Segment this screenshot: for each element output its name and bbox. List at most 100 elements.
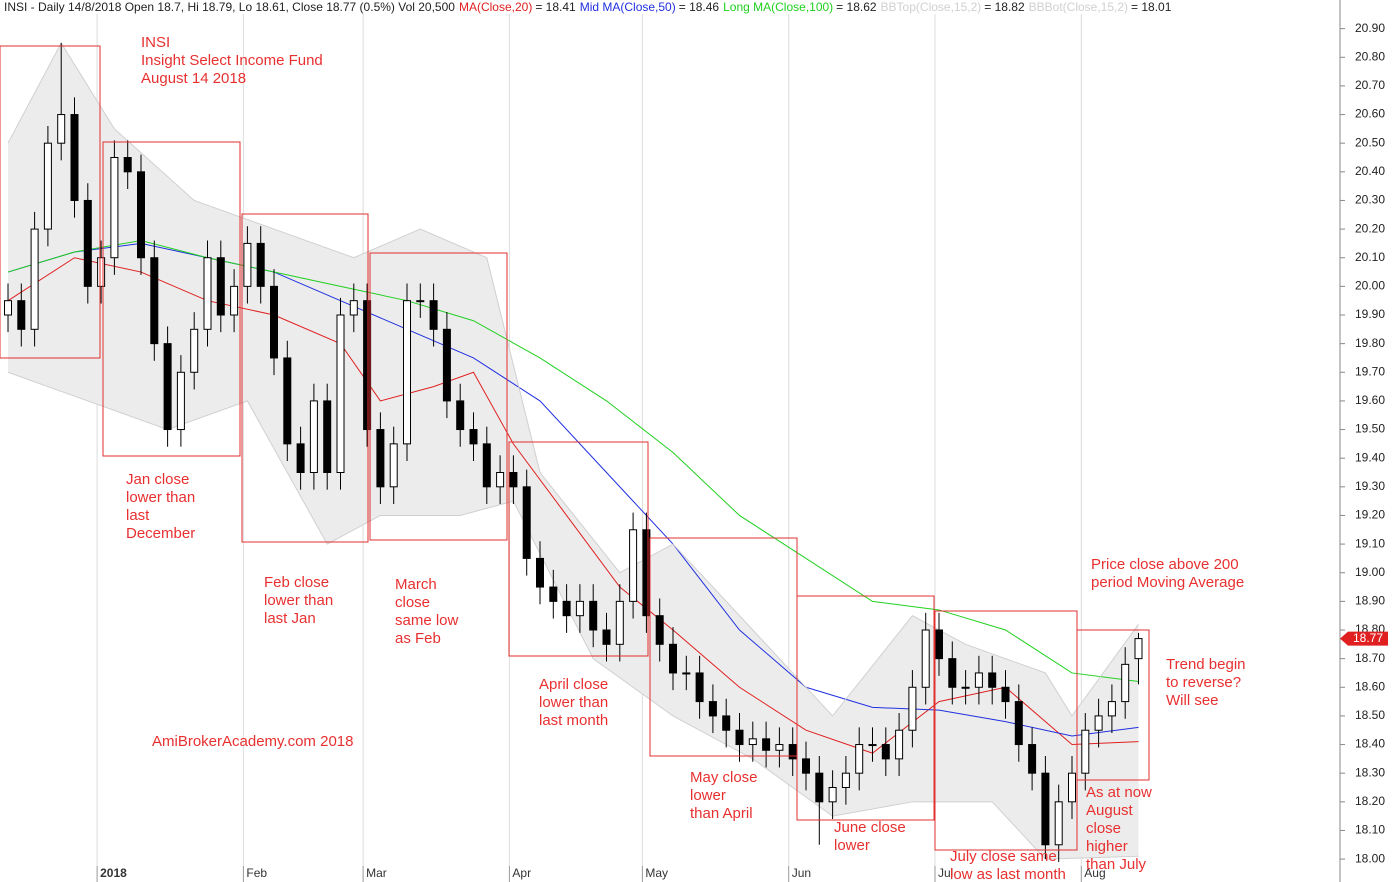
- candle-body: [895, 729, 904, 760]
- y-tick-label: 18.00: [1355, 851, 1385, 865]
- annotation: lower: [834, 837, 870, 854]
- candle-body: [602, 629, 611, 645]
- legend-name: Mid MA(Close,50): [580, 0, 676, 14]
- y-tick-label: 19.10: [1355, 536, 1385, 550]
- candle-body: [203, 257, 212, 330]
- y-tick-label: 18.30: [1355, 765, 1385, 779]
- candle-body: [43, 142, 52, 230]
- annotation: March: [395, 576, 437, 593]
- annotation: As at now: [1086, 784, 1152, 801]
- candle-body: [655, 615, 664, 645]
- legend-name: BBTop(Close,15,2): [881, 0, 982, 14]
- x-tick-label: May: [645, 866, 668, 880]
- indicator-line: [7, 41, 1139, 717]
- candle-body: [349, 300, 358, 316]
- candle-body: [536, 557, 544, 588]
- legend-name: Long MA(Close,100): [723, 0, 833, 14]
- candle-body: [708, 701, 717, 717]
- y-tick-label: 19.80: [1355, 336, 1385, 350]
- y-tick-label: 19.70: [1355, 364, 1385, 378]
- header-text: INSI - Daily 14/8/2018 Open 18.7, Hi 18.…: [4, 0, 455, 14]
- annotation: Jan close: [126, 471, 189, 488]
- candle-body: [615, 600, 624, 645]
- annotation: as Feb: [395, 630, 441, 647]
- y-tick-label: 20.40: [1355, 164, 1385, 178]
- candle-body: [496, 472, 505, 488]
- bollinger-band: [8, 42, 1139, 860]
- annotation: close: [1086, 820, 1121, 837]
- y-tick-label: 20.30: [1355, 193, 1385, 207]
- x-tick-label: Jul: [938, 866, 953, 880]
- y-tick-label: 19.90: [1355, 307, 1385, 321]
- candle-body: [1014, 701, 1023, 746]
- candle-body: [775, 744, 784, 751]
- legend-value: = 18.82: [984, 0, 1025, 14]
- y-tick-label: 18.90: [1355, 594, 1385, 608]
- candle-body: [908, 686, 917, 731]
- legend-value: = 18.46: [679, 0, 720, 14]
- candle-body: [163, 343, 172, 431]
- x-tick-label: Mar: [366, 866, 387, 880]
- y-tick-label: 20.60: [1355, 107, 1385, 121]
- candle-body: [828, 787, 837, 803]
- candle-body: [1107, 701, 1116, 717]
- candle-body: [1041, 772, 1050, 846]
- month-box: [369, 252, 508, 541]
- legend-name: MA(Close,20): [459, 0, 532, 14]
- legend-value: = 18.01: [1131, 0, 1172, 14]
- candle-body: [748, 738, 757, 746]
- candle-body: [57, 114, 66, 144]
- y-tick-label: 18.50: [1355, 708, 1385, 722]
- candle-body: [1001, 686, 1010, 703]
- annotation: last: [126, 507, 150, 524]
- legend-value: = 18.41: [535, 0, 576, 14]
- candle-body: [735, 729, 744, 746]
- candle-body: [309, 400, 318, 473]
- candle-body: [629, 529, 638, 602]
- annotation: to reverse?: [1166, 674, 1241, 691]
- candle-body: [589, 600, 598, 631]
- annotation: May close: [690, 769, 758, 786]
- annotation: December: [126, 525, 195, 542]
- x-tick-label: Apr: [512, 866, 531, 880]
- y-tick-label: 18.20: [1355, 794, 1385, 808]
- x-tick-label: 2018: [100, 866, 127, 880]
- month-box: [796, 595, 935, 821]
- candle-body: [1121, 663, 1130, 703]
- candle-body: [323, 400, 332, 473]
- candle-body: [562, 600, 571, 617]
- y-tick-label: 19.20: [1355, 508, 1385, 522]
- y-tick-label: 20.10: [1355, 250, 1385, 264]
- annotation: Trend begin: [1166, 656, 1246, 673]
- candle-body: [1134, 638, 1143, 660]
- annotation: AmiBrokerAcademy.com 2018: [152, 733, 353, 750]
- month-box: [508, 441, 649, 657]
- candle-body: [802, 758, 810, 774]
- header: INSI - Daily 14/8/2018 Open 18.7, Hi 18.…: [4, 0, 1172, 14]
- annotation: August 14 2018: [141, 70, 246, 87]
- candle-body: [283, 357, 292, 445]
- candle-body: [256, 242, 265, 287]
- y-tick-label: 19.40: [1355, 450, 1385, 464]
- y-tick-label: 20.80: [1355, 49, 1385, 63]
- annotation: period Moving Average: [1091, 574, 1244, 591]
- candle-body: [815, 772, 824, 803]
- candle-body: [549, 586, 558, 602]
- last-price-label: 18.77: [1353, 631, 1383, 645]
- axis-panel: [1340, 0, 1400, 882]
- candle-body: [363, 300, 372, 431]
- candle-body: [522, 486, 531, 559]
- candle-body: [403, 300, 411, 445]
- y-tick-label: 19.00: [1355, 565, 1385, 579]
- annotation: last Jan: [264, 610, 316, 627]
- candle-body: [509, 472, 518, 488]
- candle-body: [230, 285, 239, 316]
- y-tick-label: 20.70: [1355, 78, 1385, 92]
- annotation: July close same: [950, 848, 1057, 865]
- annotation: June close: [834, 819, 906, 836]
- candle-body: [921, 629, 930, 688]
- candle-body: [336, 314, 345, 473]
- month-box: [0, 45, 101, 359]
